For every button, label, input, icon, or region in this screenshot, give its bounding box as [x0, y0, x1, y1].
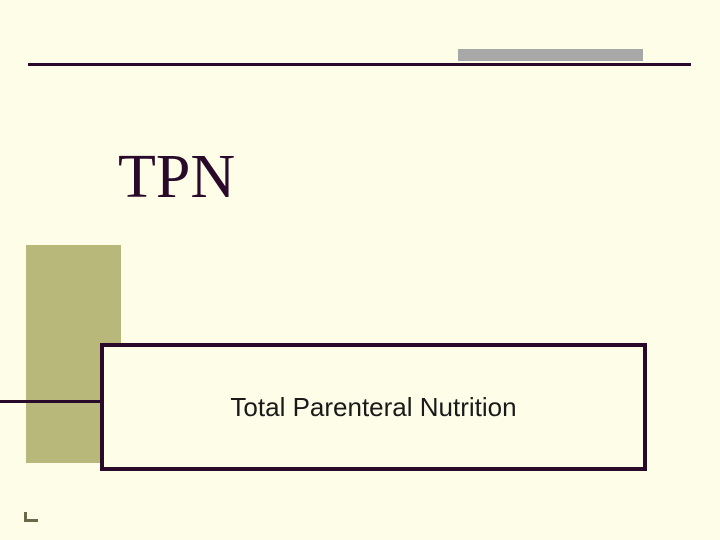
slide-subtitle: Total Parenteral Nutrition	[230, 392, 516, 423]
slide-title: TPN	[118, 142, 235, 213]
corner-bullet-icon	[24, 512, 38, 522]
subtitle-box: Total Parenteral Nutrition	[100, 343, 647, 471]
top-accent-bar	[458, 49, 643, 61]
top-horizontal-rule	[28, 63, 691, 66]
mid-horizontal-rule	[0, 400, 100, 403]
